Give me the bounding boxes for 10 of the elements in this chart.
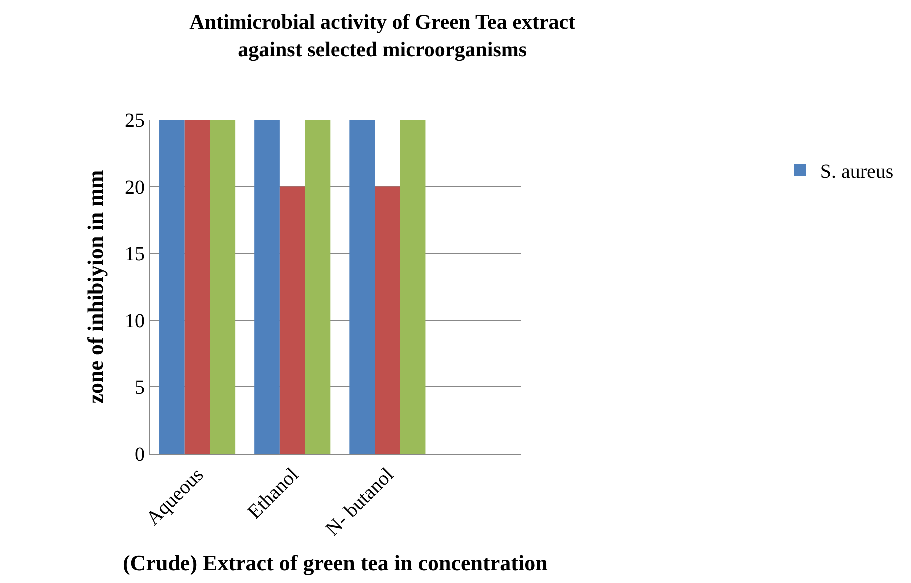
- y-tick-label: 20: [125, 176, 145, 199]
- y-tick-label: 25: [125, 110, 145, 132]
- y-axis-title: zone of inhibiyion in mm: [82, 170, 108, 404]
- y-tick-label: 10: [125, 310, 145, 332]
- chart-title: Antimicrobial activity of Green Tea extract against selected microorganisms: [190, 10, 576, 62]
- legend-label: S. aureus: [820, 160, 894, 183]
- y-tick-label: 15: [125, 244, 145, 266]
- y-tick-label: 5: [135, 377, 145, 400]
- x-axis-title: (Crude) Extract of green tea in concentration: [122, 550, 548, 576]
- y-tick-label: 0: [135, 444, 145, 466]
